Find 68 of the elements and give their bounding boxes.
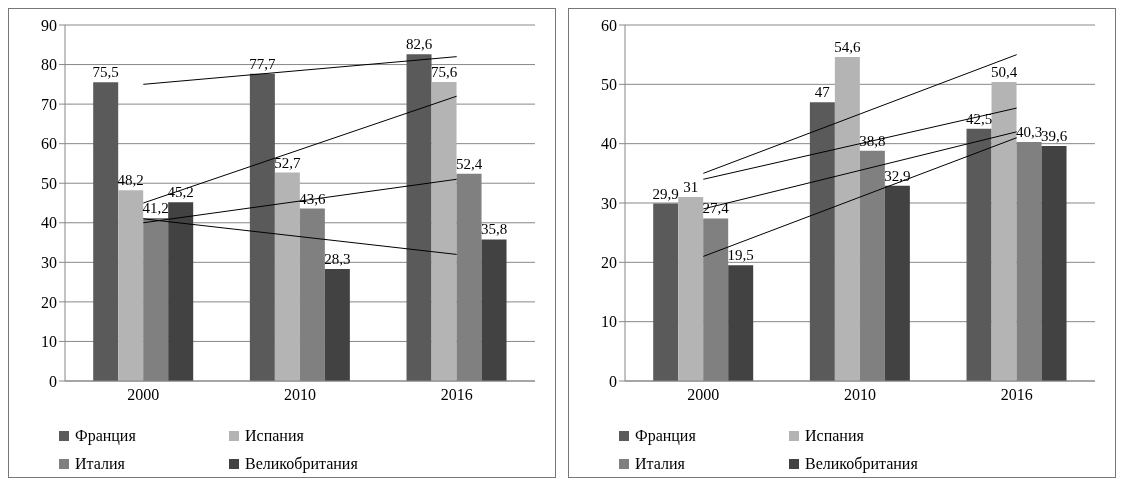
x-tick-label: 2016 xyxy=(440,386,473,404)
bar xyxy=(653,203,679,381)
data-label: 32,9 xyxy=(884,167,911,184)
legend-label: Испания xyxy=(245,427,304,445)
y-tick-label: 80 xyxy=(41,56,57,74)
bar xyxy=(249,73,275,381)
data-label: 39,6 xyxy=(1040,128,1068,145)
data-label: 31 xyxy=(683,179,699,196)
y-tick-label: 0 xyxy=(609,372,617,390)
data-label: 19,5 xyxy=(727,247,754,264)
y-tick-label: 10 xyxy=(41,333,57,351)
legend-label: Италия xyxy=(635,455,685,473)
data-label: 54,6 xyxy=(834,39,861,56)
bar xyxy=(93,82,119,381)
data-label: 29,9 xyxy=(652,185,679,202)
y-tick-label: 10 xyxy=(601,313,617,331)
data-label: 82,6 xyxy=(405,36,433,53)
data-label: 45,2 xyxy=(167,184,194,201)
legend-label: Великобритания xyxy=(245,455,358,473)
data-label: 77,7 xyxy=(249,55,276,72)
y-tick-label: 20 xyxy=(601,254,617,272)
data-label: 41,2 xyxy=(142,200,169,217)
data-label: 47 xyxy=(814,84,831,101)
data-label: 35,8 xyxy=(480,221,508,238)
legend-label: Испания xyxy=(805,427,864,445)
y-tick-label: 0 xyxy=(49,372,57,390)
bar xyxy=(481,239,507,381)
bar xyxy=(728,265,754,381)
y-tick-label: 20 xyxy=(41,293,57,311)
bar xyxy=(1041,146,1067,381)
bar xyxy=(324,269,350,381)
bar xyxy=(431,81,457,381)
y-tick-label: 30 xyxy=(601,194,617,212)
y-tick-label: 70 xyxy=(41,95,57,113)
bar xyxy=(118,190,144,381)
bar xyxy=(834,57,860,381)
bar xyxy=(884,185,910,381)
y-tick-label: 60 xyxy=(601,16,617,34)
legend-label: Великобритания xyxy=(805,455,918,473)
legend-label: Франция xyxy=(75,427,136,445)
legend-label: Италия xyxy=(75,455,125,473)
legend-label: Франция xyxy=(635,427,696,445)
x-tick-label: 2000 xyxy=(127,386,160,404)
bar xyxy=(966,128,992,381)
data-label: 75,5 xyxy=(92,64,119,81)
bar xyxy=(991,81,1017,381)
x-tick-label: 2010 xyxy=(284,386,316,404)
bar xyxy=(406,54,432,381)
y-tick-label: 30 xyxy=(41,254,57,272)
y-tick-label: 40 xyxy=(601,135,617,153)
bar xyxy=(809,102,835,381)
x-tick-label: 2010 xyxy=(844,386,876,404)
data-label: 28,3 xyxy=(324,251,351,268)
bar xyxy=(678,197,704,381)
y-tick-label: 50 xyxy=(601,76,617,94)
y-tick-label: 90 xyxy=(41,16,57,34)
data-label: 50,4 xyxy=(990,63,1018,80)
data-label: 52,4 xyxy=(455,155,483,172)
bar xyxy=(274,172,300,381)
y-tick-label: 60 xyxy=(41,135,57,153)
data-label: 52,7 xyxy=(274,154,301,171)
x-tick-label: 2000 xyxy=(687,386,720,404)
bar xyxy=(168,202,194,381)
y-tick-label: 50 xyxy=(41,174,57,192)
y-tick-label: 40 xyxy=(41,214,57,232)
data-label: 27,4 xyxy=(702,200,730,217)
x-tick-label: 2016 xyxy=(1000,386,1033,404)
data-label: 75,6 xyxy=(430,63,458,80)
